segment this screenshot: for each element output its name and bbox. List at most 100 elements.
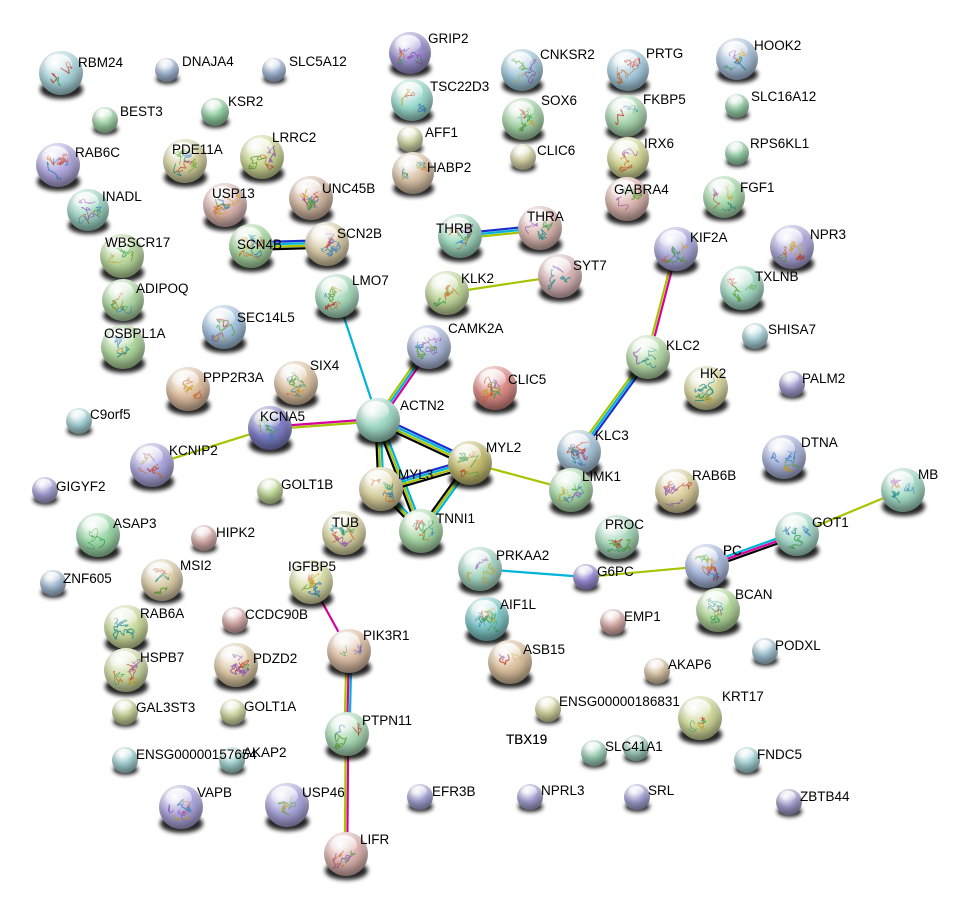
network-edge[interactable] [815,496,885,528]
protein-node-emp1[interactable] [600,609,626,638]
network-edge[interactable] [725,539,779,561]
protein-node-srl[interactable] [624,784,650,813]
protein-node-npr3[interactable] [770,225,814,273]
node-gloss [464,549,492,569]
network-edge[interactable] [390,364,421,406]
protein-node-dtna[interactable] [762,435,806,483]
protein-node-ksr2[interactable] [201,98,229,129]
protein-node-g6pc[interactable] [573,564,599,593]
network-edge[interactable] [397,424,454,453]
protein-node-hook2[interactable] [716,38,758,84]
network-edge[interactable] [399,466,451,484]
protein-node-pdzd2[interactable] [214,643,258,691]
network-edge[interactable] [343,754,347,834]
network-edge[interactable] [399,464,450,481]
protein-node-nprl3[interactable] [517,784,543,813]
protein-node-golt1a[interactable] [220,699,246,728]
protein-node-kcnip2[interactable] [130,443,174,491]
protein-node-msi2[interactable] [141,559,183,605]
node-sphere [776,789,802,815]
network-edge[interactable] [271,244,307,248]
protein-node-grip2[interactable] [389,32,431,78]
protein-node-klc2[interactable] [626,335,670,383]
protein-node-hipk2[interactable] [191,525,217,554]
network-edge[interactable] [653,268,674,338]
network-edge[interactable] [479,226,520,233]
protein-node-kcna5[interactable] [248,406,292,454]
network-edge[interactable] [342,314,373,402]
network-edge[interactable] [271,239,307,243]
network-edge[interactable] [386,437,418,512]
network-edge[interactable] [346,671,350,714]
protein-node-gal3st3[interactable] [112,699,138,728]
protein-node-efr3b[interactable] [407,784,433,813]
network-edge[interactable] [394,430,451,459]
protein-node-irx6[interactable] [607,137,649,183]
network-edge[interactable] [290,419,358,427]
network-edge[interactable] [466,277,541,292]
protein-node-akap6[interactable] [644,658,670,687]
node-gloss [755,639,772,651]
protein-node-shisa7[interactable] [742,323,768,352]
protein-node-krt17[interactable] [678,696,722,744]
protein-node-slc5a12[interactable] [262,58,286,84]
network-edge[interactable] [343,671,348,714]
protein-node-prtg[interactable] [607,49,649,95]
protein-node-ensg00000186831[interactable] [535,696,561,725]
network-edge[interactable] [587,371,635,435]
protein-node-bcan[interactable] [696,588,740,636]
network-edge[interactable] [480,231,521,238]
network-edge[interactable] [271,247,307,251]
network-edge[interactable] [489,467,552,486]
protein-node-gigyf2[interactable] [32,477,58,506]
protein-node-ensg00000157654[interactable] [112,747,138,776]
protein-node-best3[interactable] [92,107,118,136]
protein-node-camk2a[interactable] [407,325,451,373]
protein-structure-glyph [166,795,196,822]
network-edge[interactable] [650,268,671,338]
protein-structure-glyph [330,842,361,871]
network-edge[interactable] [592,374,640,438]
network-edge[interactable] [290,421,358,429]
network-edge[interactable] [170,433,252,460]
network-edge[interactable] [724,537,778,558]
protein-structure-glyph [334,639,364,666]
protein-node-ppp2r3a[interactable] [166,367,210,415]
network-edge[interactable] [500,569,575,578]
network-edge[interactable] [726,542,780,563]
protein-node-clic6[interactable] [510,144,536,173]
protein-structure-glyph [888,476,918,505]
network-edge[interactable] [348,671,353,714]
protein-node-tsc22d3[interactable] [391,79,433,125]
protein-node-slc16a12[interactable] [725,94,749,120]
network-edge[interactable] [480,228,520,236]
protein-node-rab6c[interactable] [36,143,80,191]
network-edge[interactable] [388,362,419,405]
protein-node-actn2[interactable] [356,398,400,446]
protein-node-dnaja4[interactable] [155,58,179,84]
network-edge[interactable] [401,471,452,488]
protein-node-rbm24[interactable] [39,51,83,99]
network-edge[interactable] [400,468,452,486]
network-edge[interactable] [597,566,687,578]
protein-label-lifr: LIFR [360,832,390,847]
protein-node-fkbp5[interactable] [605,95,647,141]
network-edge[interactable] [396,426,453,455]
protein-node-c9orf5[interactable] [66,408,92,437]
protein-node-fgf1[interactable] [703,176,745,222]
protein-node-rps6kl1[interactable] [725,141,749,167]
protein-label-unc45b: UNC45B [322,181,376,196]
protein-node-sox6[interactable] [502,98,544,144]
protein-node-slc41a1[interactable] [581,740,607,769]
network-edge[interactable] [590,372,637,437]
node-rim [510,144,536,170]
protein-node-golt1b[interactable] [257,478,283,507]
protein-node-aff1[interactable] [397,126,423,155]
network-edge[interactable] [271,242,307,246]
protein-node-myl3[interactable] [359,467,403,515]
protein-node-cnksr2[interactable] [501,49,543,95]
protein-node-zbtb44[interactable] [776,789,802,818]
network-edge[interactable] [395,428,452,457]
network-edge[interactable] [346,754,350,834]
network-edge[interactable] [384,438,415,513]
